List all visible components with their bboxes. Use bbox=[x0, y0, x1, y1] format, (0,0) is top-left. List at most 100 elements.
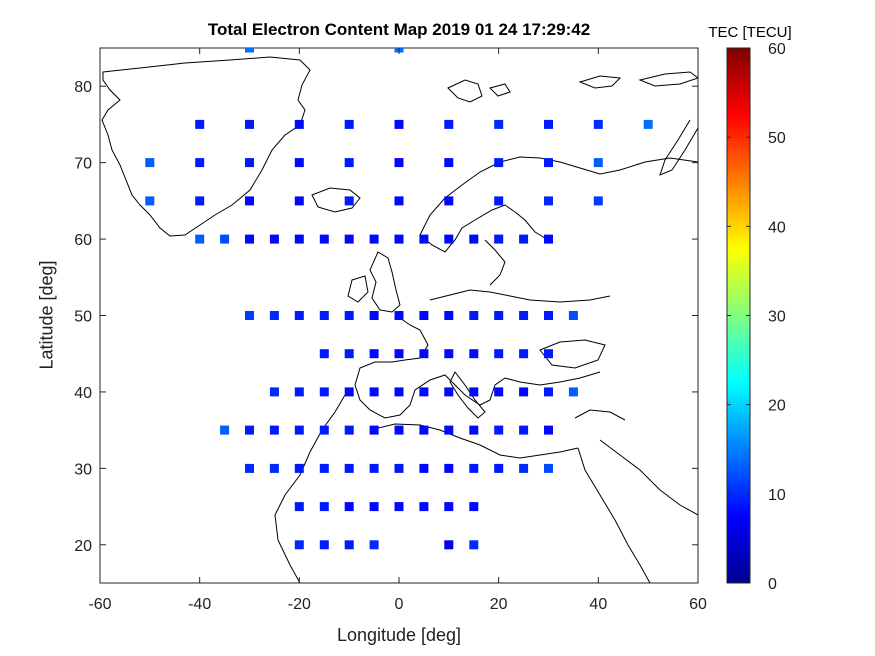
tec-point bbox=[419, 349, 429, 359]
tec-point bbox=[245, 196, 254, 206]
tec-point bbox=[444, 158, 454, 168]
tec-point bbox=[344, 196, 354, 206]
tec-point bbox=[245, 158, 254, 168]
x-tick-label: 20 bbox=[490, 596, 508, 613]
tec-point bbox=[369, 387, 379, 397]
tec-point bbox=[220, 234, 230, 244]
tec-point bbox=[469, 387, 479, 397]
tec-point bbox=[593, 158, 603, 168]
tec-point bbox=[245, 48, 254, 53]
tec-point bbox=[294, 196, 304, 206]
tec-point bbox=[245, 234, 254, 244]
tec-point bbox=[319, 234, 329, 244]
tec-point bbox=[519, 387, 529, 397]
tec-point bbox=[419, 425, 429, 435]
tec-point bbox=[269, 311, 279, 320]
x-tick-label: -60 bbox=[88, 596, 111, 613]
tec-point bbox=[593, 196, 603, 206]
tec-point bbox=[369, 425, 379, 435]
tec-point bbox=[544, 158, 553, 168]
x-tick-label: 0 bbox=[395, 596, 404, 613]
tec-point bbox=[469, 234, 479, 244]
tec-point bbox=[369, 234, 379, 244]
x-tick-label: -20 bbox=[288, 596, 311, 613]
tec-point bbox=[294, 463, 304, 473]
tec-point bbox=[294, 311, 304, 320]
tec-point bbox=[444, 234, 454, 244]
tec-point bbox=[544, 196, 553, 206]
x-axis-label: Longitude [deg] bbox=[336, 625, 462, 645]
tec-point bbox=[494, 234, 504, 244]
tec-point bbox=[245, 311, 254, 320]
tec-point bbox=[344, 540, 354, 550]
tec-point bbox=[519, 311, 529, 320]
tec-point bbox=[319, 463, 329, 473]
x-axis-ticks: -60 -40 -20 0 20 40 60 bbox=[88, 48, 707, 613]
colorbar-tick-label: 20 bbox=[768, 398, 786, 415]
x-tick-label: 40 bbox=[589, 596, 607, 613]
tec-point bbox=[245, 425, 254, 435]
tec-point bbox=[319, 425, 329, 435]
tec-point bbox=[294, 387, 304, 397]
tec-point bbox=[419, 387, 429, 397]
tec-point bbox=[394, 311, 404, 320]
coastline-layer bbox=[101, 56, 698, 583]
tec-point bbox=[519, 425, 529, 435]
tec-point bbox=[394, 387, 404, 397]
y-tick-label: 80 bbox=[74, 79, 92, 96]
tec-point bbox=[195, 234, 205, 244]
tec-point bbox=[643, 119, 653, 129]
tec-point bbox=[469, 502, 479, 512]
tec-point bbox=[494, 387, 504, 397]
tec-point bbox=[369, 502, 379, 512]
tec-point bbox=[568, 387, 578, 397]
tec-point bbox=[369, 349, 379, 359]
tec-point bbox=[444, 425, 454, 435]
tec-point bbox=[394, 349, 404, 359]
tec-point bbox=[469, 349, 479, 359]
tec-point bbox=[419, 311, 429, 320]
tec-points-layer bbox=[145, 48, 653, 550]
tec-point bbox=[494, 119, 504, 129]
tec-point bbox=[195, 119, 205, 129]
tec-point bbox=[444, 502, 454, 512]
tec-point bbox=[519, 463, 529, 473]
tec-point bbox=[419, 234, 429, 244]
tec-point bbox=[344, 502, 354, 512]
tec-point bbox=[469, 425, 479, 435]
y-tick-label: 60 bbox=[74, 232, 92, 249]
tec-point bbox=[269, 463, 279, 473]
colorbar-ticks: 0 10 20 30 40 50 60 bbox=[727, 41, 786, 593]
tec-point bbox=[419, 463, 429, 473]
tec-point bbox=[444, 540, 454, 550]
tec-point bbox=[469, 311, 479, 320]
tec-point bbox=[269, 425, 279, 435]
tec-point bbox=[294, 234, 304, 244]
tec-point bbox=[195, 158, 205, 168]
map-title: Total Electron Content Map 2019 01 24 17… bbox=[207, 20, 591, 39]
tec-point bbox=[593, 119, 603, 129]
tec-point bbox=[220, 425, 230, 435]
tec-point bbox=[444, 463, 454, 473]
tec-point bbox=[519, 234, 529, 244]
tec-point bbox=[344, 387, 354, 397]
tec-point bbox=[294, 502, 304, 512]
tec-point bbox=[344, 311, 354, 320]
colorbar-tick-label: 40 bbox=[768, 219, 786, 236]
tec-point bbox=[344, 119, 354, 129]
tec-point bbox=[145, 196, 155, 206]
tec-point bbox=[544, 425, 553, 435]
tec-point bbox=[494, 196, 504, 206]
tec-point bbox=[319, 311, 329, 320]
tec-point bbox=[369, 463, 379, 473]
y-tick-label: 40 bbox=[74, 385, 92, 402]
tec-point bbox=[344, 425, 354, 435]
tec-point bbox=[444, 349, 454, 359]
tec-point bbox=[294, 158, 304, 168]
x-tick-label: 60 bbox=[689, 596, 707, 613]
tec-point bbox=[444, 196, 454, 206]
tec-point bbox=[544, 349, 553, 359]
tec-point bbox=[394, 502, 404, 512]
tec-point bbox=[394, 234, 404, 244]
